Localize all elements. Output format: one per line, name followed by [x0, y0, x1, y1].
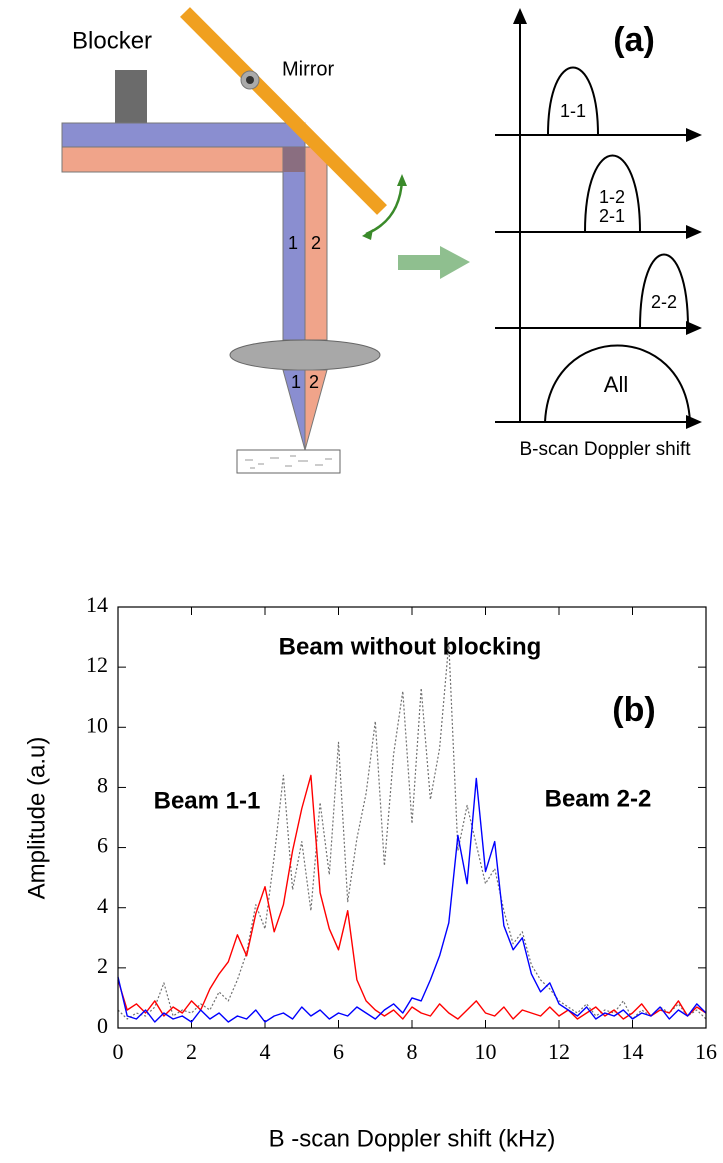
y-tick-label: 4 [97, 893, 108, 918]
peak-label: 1-2 [599, 187, 625, 207]
diagram: Blocker Mirror 1 2 1 2 1-1 1-2 2-1 2-2 A… [61, 7, 702, 474]
peak-label: 1-1 [560, 101, 586, 121]
y-tick-label: 12 [86, 652, 108, 677]
mirror [180, 7, 387, 215]
y-tick-label: 6 [97, 833, 108, 858]
series-label: Beam 2-2 [545, 785, 652, 812]
rotation-arrow-head [362, 229, 373, 240]
x-tick-label: 4 [260, 1039, 271, 1064]
x-tick-label: 14 [622, 1039, 644, 1064]
focus-beam-2 [304, 369, 328, 451]
beam-label: 2 [309, 372, 319, 392]
spectrum-peak [544, 344, 691, 423]
peak-label: All [604, 372, 628, 397]
x-tick-label: 8 [407, 1039, 418, 1064]
x-tick-label: 12 [548, 1039, 570, 1064]
arrow-head [686, 128, 702, 142]
lens [229, 339, 381, 371]
beam-overlap [283, 147, 305, 172]
diagram-axis-label: B-scan Doppler shift [519, 439, 691, 460]
spectrum-peak [584, 154, 641, 233]
peak-label: 2-1 [599, 206, 625, 226]
sample [236, 449, 341, 474]
beam-label: 1 [291, 372, 301, 392]
beam-1-horizontal [61, 122, 306, 148]
y-tick-label: 14 [86, 592, 108, 617]
x-axis-label: B -scan Doppler shift (kHz) [269, 1125, 556, 1152]
mirror-pivot-center [246, 76, 254, 84]
y-axis-label: Amplitude (a.u) [23, 737, 50, 900]
series-label: Beam without blocking [279, 633, 542, 660]
plot-frame [117, 606, 707, 1029]
series-label: Beam 1-1 [154, 787, 261, 814]
big-arrow-shaft [398, 255, 440, 270]
beam-label: 1 [288, 233, 298, 253]
x-tick-label: 6 [333, 1039, 344, 1064]
y-tick-label: 0 [97, 1013, 108, 1038]
data-line [117, 777, 707, 1023]
y-tick-label: 8 [97, 772, 108, 797]
data-line [117, 642, 707, 1020]
arrow-head [686, 415, 702, 429]
peak-label: 2-2 [651, 292, 677, 312]
sample-texture [245, 455, 332, 469]
big-arrow-head [440, 246, 470, 279]
spectrum-peak [639, 253, 689, 329]
rotation-arrow-head [397, 174, 407, 186]
blocker-label: Blocker [72, 27, 152, 54]
arrow-head [686, 225, 702, 239]
x-tick-label: 10 [475, 1039, 497, 1064]
x-tick-label: 0 [113, 1039, 124, 1064]
panel-label: (a) [613, 21, 655, 59]
y-tick-label: 10 [86, 712, 108, 737]
panel-label: (b) [612, 691, 655, 729]
y-tick-label: 2 [97, 953, 108, 978]
x-tick-label: 16 [695, 1039, 717, 1064]
spectrum-peak [547, 66, 599, 136]
beam-label: 2 [311, 233, 321, 253]
x-tick-label: 2 [186, 1039, 197, 1064]
arrow-head [686, 321, 702, 335]
mirror-label: Mirror [282, 58, 335, 80]
arrow-head [513, 8, 527, 24]
